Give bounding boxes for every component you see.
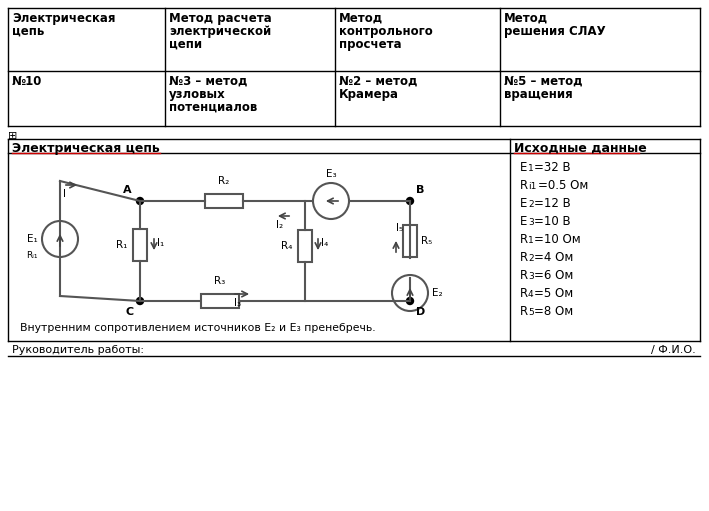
Text: 2: 2 [528, 200, 534, 209]
Text: =32 В: =32 В [534, 161, 571, 174]
Text: ⊞: ⊞ [8, 131, 18, 141]
Text: I₃: I₃ [235, 298, 242, 308]
Text: №10: №10 [12, 75, 43, 88]
Text: R: R [520, 251, 528, 264]
Bar [201, 294, 239, 308]
Text: 1: 1 [528, 236, 534, 245]
Text: 3: 3 [528, 218, 534, 227]
Text: i1: i1 [528, 182, 537, 191]
Text: R: R [520, 269, 528, 282]
Text: 1: 1 [528, 164, 534, 173]
Circle shape [137, 297, 143, 305]
Text: C: C [126, 307, 134, 317]
Text: 2: 2 [528, 254, 534, 263]
Text: Исходные данные: Исходные данные [514, 142, 647, 155]
Text: Электрическая: Электрическая [12, 12, 116, 25]
Text: B: B [416, 185, 425, 195]
Text: просчета: просчета [339, 38, 401, 51]
Text: контрольного: контрольного [339, 25, 432, 38]
Text: / Ф.И.О.: / Ф.И.О. [652, 345, 696, 355]
Bar [403, 225, 417, 257]
Circle shape [406, 297, 413, 305]
Text: D: D [416, 307, 425, 317]
Text: E: E [520, 161, 527, 174]
Text: R₁: R₁ [116, 240, 128, 250]
Text: R₅: R₅ [421, 236, 432, 246]
Text: Руководитель работы:: Руководитель работы: [12, 345, 144, 355]
Text: 5: 5 [528, 308, 534, 317]
Text: №3 – метод: №3 – метод [169, 75, 247, 88]
Text: R: R [520, 287, 528, 300]
Text: E: E [520, 215, 527, 228]
Circle shape [392, 275, 428, 311]
Text: E₁: E₁ [27, 234, 38, 244]
Text: потенциалов: потенциалов [169, 101, 257, 114]
Text: R₃: R₃ [214, 276, 225, 286]
Text: решения СЛАУ: решения СЛАУ [504, 25, 605, 38]
Text: =5 Ом: =5 Ом [534, 287, 574, 300]
Text: R: R [520, 233, 528, 246]
Text: =4 Ом: =4 Ом [534, 251, 574, 264]
Text: E₂: E₂ [432, 288, 442, 298]
Bar [205, 194, 243, 208]
Text: вращения: вращения [504, 88, 573, 101]
Bar [133, 229, 147, 261]
Text: R₂: R₂ [218, 176, 230, 186]
Text: =8 Ом: =8 Ом [534, 305, 574, 318]
Text: =0.5 Ом: =0.5 Ом [538, 179, 588, 192]
Text: =10 В: =10 В [534, 215, 571, 228]
Bar [298, 230, 312, 262]
Text: электрической: электрической [169, 25, 272, 38]
Circle shape [313, 183, 349, 219]
Text: Rᵢ₁: Rᵢ₁ [26, 250, 38, 260]
Text: 4: 4 [528, 290, 534, 299]
Text: I₅: I₅ [396, 223, 403, 233]
Text: R: R [520, 305, 528, 318]
Circle shape [406, 197, 413, 204]
Text: узловых: узловых [169, 88, 225, 101]
Text: Метод: Метод [339, 12, 383, 25]
Text: R₄: R₄ [281, 241, 293, 251]
Text: 3: 3 [528, 272, 534, 281]
Circle shape [137, 197, 143, 204]
Text: =10 Ом: =10 Ом [534, 233, 581, 246]
Text: R: R [520, 179, 528, 192]
Text: Внутренним сопротивлением источников E₂ и E₃ пренебречь.: Внутренним сопротивлением источников E₂ … [20, 323, 376, 333]
Text: Метод: Метод [504, 12, 548, 25]
Text: №2 – метод: №2 – метод [339, 75, 418, 88]
Text: A: A [123, 185, 132, 195]
Text: I₁: I₁ [157, 238, 164, 248]
Circle shape [42, 221, 78, 257]
Text: =6 Ом: =6 Ом [534, 269, 574, 282]
Text: цепи: цепи [169, 38, 202, 51]
Text: E: E [520, 197, 527, 210]
Text: I₄: I₄ [321, 238, 328, 248]
Text: I₂: I₂ [277, 220, 284, 230]
Text: №5 – метод: №5 – метод [504, 75, 583, 88]
Text: =12 В: =12 В [534, 197, 571, 210]
Text: Крамера: Крамера [339, 88, 399, 101]
Text: E₃: E₃ [325, 169, 336, 179]
Text: цепь: цепь [12, 25, 45, 38]
Text: Электрическая цепь: Электрическая цепь [12, 142, 160, 155]
Text: Метод расчета: Метод расчета [169, 12, 272, 25]
Text: I: I [63, 189, 66, 199]
